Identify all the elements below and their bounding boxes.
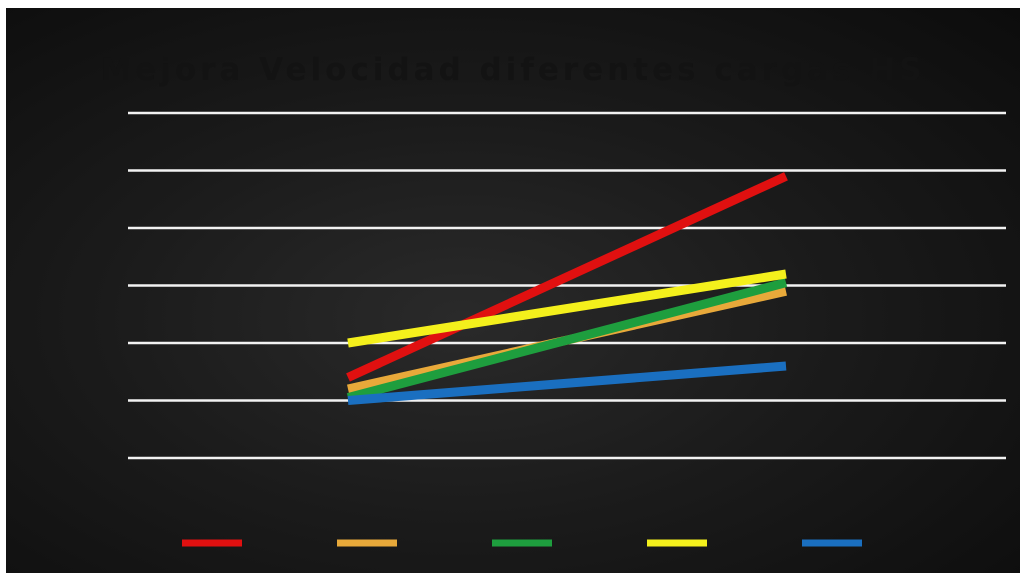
gridlines	[128, 111, 1006, 460]
series-lines	[346, 172, 788, 405]
line-chart	[128, 111, 1006, 547]
chart-frame: Mejora Velocidad diferentes cargas HS	[6, 8, 1020, 573]
series-line-2	[346, 278, 788, 402]
series-line-4	[347, 361, 787, 405]
chart-title: Mejora Velocidad diferentes cargas HS	[100, 52, 926, 88]
series-line-3	[347, 269, 787, 348]
series-line-0	[346, 172, 788, 382]
